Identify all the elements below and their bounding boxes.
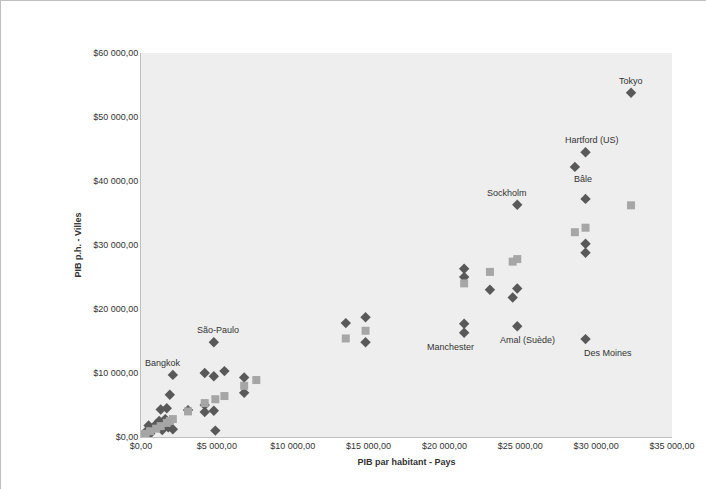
svg-text:Bâle: Bâle [574, 174, 592, 184]
svg-text:$10 000,00: $10 000,00 [270, 441, 315, 451]
svg-text:PIB p.h. - Villes: PIB p.h. - Villes [73, 213, 83, 278]
svg-text:Sockholm: Sockholm [487, 188, 527, 198]
svg-text:Des Moines: Des Moines [584, 348, 632, 358]
svg-text:São-Paulo: São-Paulo [197, 325, 239, 335]
svg-text:Tokyo: Tokyo [619, 76, 643, 86]
svg-text:$20 000,00: $20 000,00 [93, 304, 138, 314]
svg-text:$30 000,00: $30 000,00 [574, 441, 619, 451]
svg-text:Hartford (US): Hartford (US) [565, 135, 619, 145]
svg-text:Manchester: Manchester [427, 342, 474, 352]
svg-text:$0,00: $0,00 [116, 432, 139, 442]
svg-text:$60 000,00: $60 000,00 [93, 48, 138, 58]
svg-text:$0,00: $0,00 [130, 441, 153, 451]
svg-text:$25 000,00: $25 000,00 [498, 441, 543, 451]
svg-text:PIB par habitant - Pays: PIB par habitant - Pays [357, 457, 455, 467]
svg-text:Bangkok: Bangkok [145, 358, 181, 368]
svg-text:$50 000,00: $50 000,00 [93, 112, 138, 122]
svg-text:$40 000,00: $40 000,00 [93, 176, 138, 186]
svg-text:Amal (Suède): Amal (Suède) [500, 335, 555, 345]
svg-text:$20 000,00: $20 000,00 [422, 441, 467, 451]
svg-text:$15 000,00: $15 000,00 [346, 441, 391, 451]
svg-text:$10 000,00: $10 000,00 [93, 368, 138, 378]
svg-text:$30 000,00: $30 000,00 [93, 240, 138, 250]
svg-text:$35 000,00: $35 000,00 [649, 441, 694, 451]
svg-text:$5 000,00: $5 000,00 [197, 441, 237, 451]
